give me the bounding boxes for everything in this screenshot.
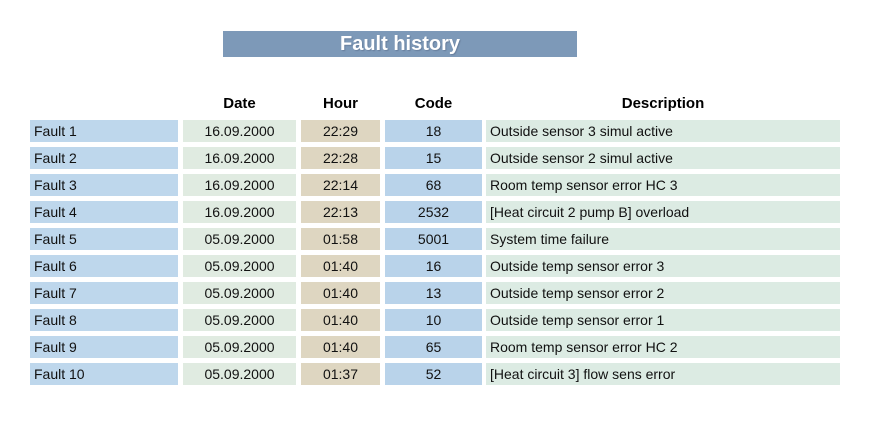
code-cell: 15 [385, 147, 482, 169]
fault-label-cell: Fault 6 [30, 255, 178, 277]
date-cell: 16.09.2000 [183, 174, 296, 196]
column-header-code: Code [414, 95, 453, 112]
table-row: Fault 7 05.09.2000 01:40 13 Outside temp… [30, 282, 870, 304]
column-header-description: Description [621, 95, 705, 112]
hour-cell: 22:14 [301, 174, 380, 196]
table-row: Fault 1 16.09.2000 22:29 18 Outside sens… [30, 120, 870, 142]
table-row: Fault 10 05.09.2000 01:37 52 [Heat circu… [30, 363, 870, 385]
date-cell: 16.09.2000 [183, 120, 296, 142]
fault-label-cell: Fault 7 [30, 282, 178, 304]
fault-label-cell: Fault 5 [30, 228, 178, 250]
fault-label-cell: Fault 4 [30, 201, 178, 223]
fault-label-cell: Fault 9 [30, 336, 178, 358]
description-cell: Outside sensor 3 simul active [486, 120, 840, 142]
table-row: Fault 3 16.09.2000 22:14 68 Room temp se… [30, 174, 870, 196]
table-row: Fault 6 05.09.2000 01:40 16 Outside temp… [30, 255, 870, 277]
table-row: Fault 4 16.09.2000 22:13 2532 [Heat circ… [30, 201, 870, 223]
fault-label-cell: Fault 10 [30, 363, 178, 385]
table-row: Fault 2 16.09.2000 22:28 15 Outside sens… [30, 147, 870, 169]
date-cell: 16.09.2000 [183, 201, 296, 223]
description-cell: Outside sensor 2 simul active [486, 147, 840, 169]
date-cell: 05.09.2000 [183, 363, 296, 385]
description-cell: Room temp sensor error HC 2 [486, 336, 840, 358]
table-row: Fault 5 05.09.2000 01:58 5001 System tim… [30, 228, 870, 250]
description-cell: Room temp sensor error HC 3 [486, 174, 840, 196]
fault-label-cell: Fault 1 [30, 120, 178, 142]
column-header-hour: Hour [323, 95, 358, 112]
hour-cell: 22:13 [301, 201, 380, 223]
date-cell: 05.09.2000 [183, 336, 296, 358]
hour-cell: 01:40 [301, 309, 380, 331]
table-row: Fault 9 05.09.2000 01:40 65 Room temp se… [30, 336, 870, 358]
page-title: Fault history [223, 31, 577, 57]
code-cell: 68 [385, 174, 482, 196]
hour-cell: 22:29 [301, 120, 380, 142]
header-spacer [30, 93, 178, 115]
date-cell: 16.09.2000 [183, 147, 296, 169]
hour-cell: 01:40 [301, 336, 380, 358]
table-row: Fault 8 05.09.2000 01:40 10 Outside temp… [30, 309, 870, 331]
hour-cell: 01:37 [301, 363, 380, 385]
fault-label-cell: Fault 8 [30, 309, 178, 331]
hour-cell: 01:40 [301, 282, 380, 304]
description-cell: [Heat circuit 2 pump B] overload [486, 201, 840, 223]
description-cell: [Heat circuit 3] flow sens error [486, 363, 840, 385]
description-cell: Outside temp sensor error 3 [486, 255, 840, 277]
date-cell: 05.09.2000 [183, 309, 296, 331]
code-cell: 5001 [385, 228, 482, 250]
code-cell: 16 [385, 255, 482, 277]
code-cell: 2532 [385, 201, 482, 223]
code-cell: 18 [385, 120, 482, 142]
code-cell: 52 [385, 363, 482, 385]
description-cell: System time failure [486, 228, 840, 250]
hour-cell: 01:40 [301, 255, 380, 277]
description-cell: Outside temp sensor error 2 [486, 282, 840, 304]
hour-cell: 01:58 [301, 228, 380, 250]
fault-label-cell: Fault 3 [30, 174, 178, 196]
date-cell: 05.09.2000 [183, 228, 296, 250]
date-cell: 05.09.2000 [183, 255, 296, 277]
fault-rows: Fault 1 16.09.2000 22:29 18 Outside sens… [0, 120, 870, 385]
fault-history-table: Date Hour Code Description Fault 1 16.09… [0, 93, 870, 390]
code-cell: 65 [385, 336, 482, 358]
code-cell: 13 [385, 282, 482, 304]
code-cell: 10 [385, 309, 482, 331]
table-header-row: Date Hour Code Description [30, 93, 870, 115]
fault-label-cell: Fault 2 [30, 147, 178, 169]
description-cell: Outside temp sensor error 1 [486, 309, 840, 331]
column-header-date: Date [223, 95, 256, 112]
hour-cell: 22:28 [301, 147, 380, 169]
date-cell: 05.09.2000 [183, 282, 296, 304]
